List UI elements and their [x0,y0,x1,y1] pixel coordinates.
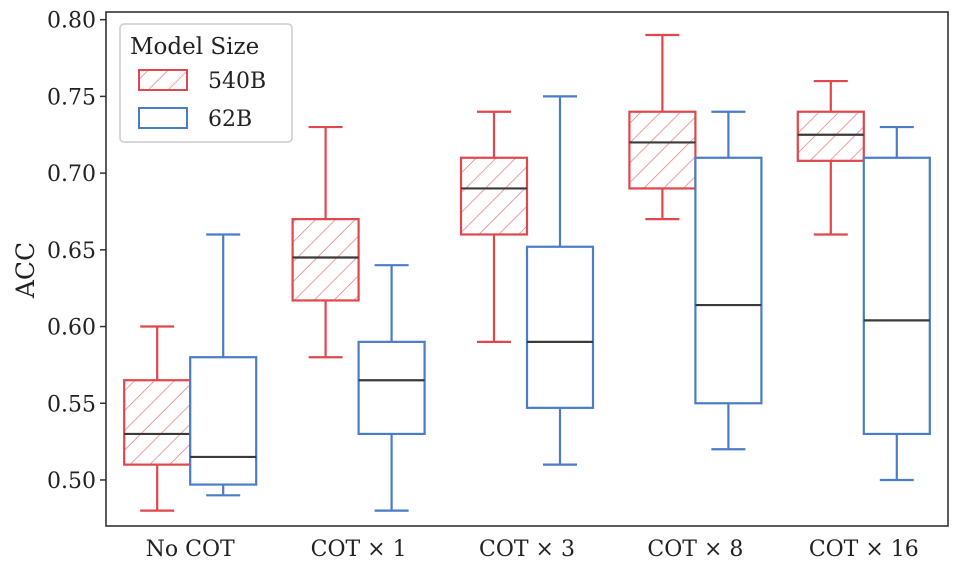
legend-swatch-62b [138,107,188,129]
box-540b-4 [628,33,697,221]
y-axis: 0.50 0.55 0.60 0.65 0.70 0.75 0.80 [47,9,106,494]
box-rect [862,156,931,436]
legend-swatch-540b [138,69,188,91]
box-540b-5 [796,79,865,236]
y-tick-label: 0.65 [47,239,96,264]
box-rect [694,156,763,405]
y-tick-label: 0.80 [47,9,96,34]
box-540b-1 [123,325,192,512]
box-rect [628,110,697,190]
x-tick-label: COT × 1 [311,537,407,562]
y-tick-label: 0.60 [47,316,96,341]
box-rect [357,340,426,436]
box-540b-3 [459,110,529,343]
y-tick-label: 0.50 [47,469,96,494]
box-62b-3 [525,95,595,466]
legend-title: Model Size [130,34,259,60]
x-axis: No COT COT × 1 COT × 3 COT × 8 COT × 16 [146,537,919,562]
box-62b-1 [189,233,258,497]
x-tick-label: No COT [146,537,235,562]
box-rect [796,110,865,162]
plot-frame [105,11,949,527]
box-62b-4 [694,110,763,451]
x-tick-label: COT × 8 [647,537,743,562]
box-rect [189,356,258,486]
box-rect [525,245,595,409]
legend-label-540b: 540B [208,69,266,94]
box-rect [459,156,529,236]
y-axis-title: ACC [11,242,40,299]
legend: Model Size 540B 62B [119,23,293,143]
x-tick-label: COT × 3 [479,537,575,562]
x-tick-label: COT × 16 [809,537,919,562]
plot-area [105,11,949,527]
box-62b-2 [357,264,426,512]
box-rect [123,379,192,466]
y-tick-label: 0.55 [47,392,96,417]
legend-label-62b: 62B [208,107,252,132]
box-rect [291,218,360,302]
box-62b-5 [862,125,931,482]
box-540b-2 [291,125,360,359]
y-tick-label: 0.75 [47,85,96,110]
y-tick-label: 0.70 [47,162,96,187]
